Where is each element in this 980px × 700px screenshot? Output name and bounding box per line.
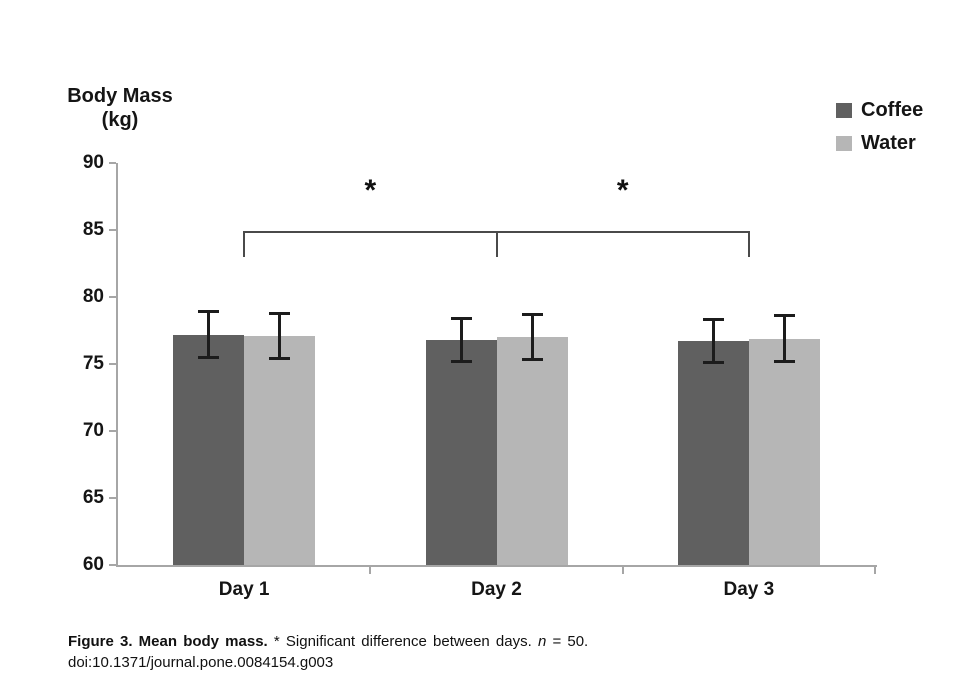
error-bar-cap-top	[269, 311, 291, 315]
error-bar-line	[530, 313, 534, 362]
legend-label: Water	[861, 132, 916, 154]
legend-label: Coffee	[861, 99, 924, 121]
error-bar-cap-bottom	[521, 358, 543, 362]
y-axis-tick	[109, 497, 116, 499]
y-tick-label: 85	[82, 219, 104, 240]
error-bar-cap-bottom	[773, 359, 795, 363]
error-bar-cap-bottom	[198, 355, 220, 359]
error-bar-line	[711, 318, 715, 364]
y-axis-tick	[109, 564, 116, 566]
bar-water-day1	[244, 335, 316, 565]
x-axis-tick	[621, 567, 624, 574]
bar-water-day2	[496, 337, 568, 565]
caption-title: Figure 3. Mean body mass.	[68, 633, 268, 650]
legend-swatch-water	[836, 135, 852, 151]
y-axis-title: Body Mass (kg)	[52, 84, 188, 132]
sig-bracket-right-drop	[747, 231, 750, 257]
y-axis-tick	[109, 430, 116, 432]
y-axis-tick	[109, 296, 116, 298]
error-bar-cap-bottom	[269, 357, 291, 360]
y-tick-label: 80	[82, 286, 104, 307]
error-bar-cap-top	[450, 317, 472, 321]
figure-caption: Figure 3. Mean body mass. * Significant …	[68, 631, 948, 673]
error-bar-cap-top	[773, 314, 795, 318]
bar-coffee-day1	[173, 334, 245, 565]
bar-water-day3	[748, 338, 820, 565]
x-category-label: Day 1	[218, 579, 270, 600]
error-bar-line	[278, 311, 282, 360]
legend-item-coffee: Coffee	[836, 99, 923, 121]
error-bar-line	[207, 310, 211, 359]
error-bar-line	[459, 317, 463, 363]
x-axis-line	[116, 565, 877, 567]
x-axis-tick	[874, 567, 876, 574]
sig-bracket-mid-drop	[495, 231, 498, 257]
y-axis-tick	[109, 363, 116, 365]
bar-coffee-day3	[677, 341, 749, 565]
error-bar-line	[782, 314, 786, 363]
y-axis-title-line2: (kg)	[101, 109, 139, 131]
sig-bracket-left-drop	[243, 231, 246, 257]
y-tick-label: 75	[82, 353, 104, 374]
plot-area: 90 85 80 75 70 65 60 Day 1 Day 2 Day 3 * *	[83, 152, 877, 600]
y-tick-label: 70	[82, 420, 104, 441]
error-bar-cap-top	[702, 318, 724, 322]
y-axis-tick	[109, 162, 116, 164]
significance-asterisk: *	[364, 174, 377, 208]
x-axis-tick	[369, 567, 372, 574]
y-tick-label: 90	[82, 152, 104, 173]
significance-asterisk: *	[616, 174, 629, 208]
legend-swatch-coffee	[836, 102, 852, 118]
error-bar-cap-bottom	[702, 361, 724, 364]
error-bar-cap-top	[198, 310, 220, 314]
y-axis-line	[116, 163, 118, 567]
x-category-label: Day 3	[723, 579, 775, 600]
y-axis-title-line1: Body Mass	[67, 85, 173, 107]
caption-line1: Figure 3. Mean body mass. * Significant …	[68, 631, 948, 652]
caption-n-value: = 50.	[546, 633, 589, 650]
error-bar-cap-top	[521, 313, 543, 317]
y-tick-label: 65	[82, 487, 104, 508]
bar-coffee-day2	[425, 339, 497, 565]
legend: Coffee Water	[836, 99, 923, 165]
caption-doi: doi:10.1371/journal.pone.0084154.g003	[68, 654, 334, 671]
error-bar-cap-bottom	[450, 359, 472, 363]
x-category-label: Day 2	[471, 579, 522, 600]
y-axis-tick	[109, 229, 116, 231]
caption-note: * Significant difference between days.	[267, 633, 538, 650]
y-tick-label: 60	[82, 554, 104, 575]
legend-item-water: Water	[836, 132, 923, 154]
caption-n-variable: n	[537, 633, 547, 650]
